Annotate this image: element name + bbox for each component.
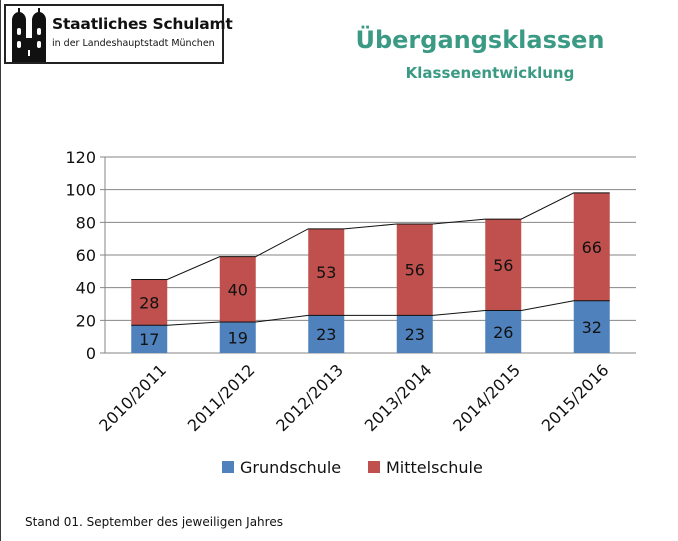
left-frame-border [0,0,1,541]
y-tick-label: 100 [65,181,96,200]
legend-swatch-grundschule [222,461,234,473]
data-label-grundschule: 19 [228,328,248,347]
y-tick-label: 40 [76,279,96,298]
logo-name: Staatliches Schulamt [52,15,233,33]
x-tick-label: 2015/2016 [538,360,613,435]
data-label-mittelschule: 40 [228,280,248,299]
series-line-total [131,192,610,280]
y-tick-label: 80 [76,213,96,232]
x-tick-label: 2012/2013 [272,360,347,435]
data-label-mittelschule: 56 [493,256,513,275]
data-label-grundschule: 17 [139,330,159,349]
legend-label-grundschule: Grundschule [240,458,341,477]
data-label-grundschule: 32 [582,318,602,337]
frauenkirche-icon [12,8,46,62]
x-tick-label: 2013/2014 [361,360,436,435]
data-label-mittelschule: 56 [405,261,425,280]
bar-grundschule [131,325,168,353]
data-label-mittelschule: 28 [139,293,159,312]
y-tick-label: 20 [76,311,96,330]
y-tick-label: 0 [86,344,96,363]
bar-grundschule [485,310,522,353]
footer-note: Stand 01. September des jeweiligen Jahre… [25,515,283,529]
y-tick-label: 60 [76,246,96,265]
bar-grundschule [308,315,345,353]
bar-grundschule [396,315,433,353]
bar-grundschule [573,300,610,353]
x-tick-label: 2014/2015 [449,360,524,435]
x-tick-label: 2011/2012 [184,360,259,435]
legend-swatch-mittelschule [368,461,380,473]
data-label-grundschule: 23 [316,325,336,344]
series-line-grundschule [131,300,610,326]
bar-mittelschule [308,228,345,316]
y-tick-label: 120 [65,148,96,167]
chart-subtitle: Klassenentwicklung [405,64,575,82]
bar-mittelschule [573,192,610,301]
data-label-mittelschule: 53 [316,263,336,282]
logo-subline: in der Landeshauptstadt München [52,38,215,49]
data-label-mittelschule: 66 [582,238,602,257]
bar-mittelschule [219,256,256,322]
legend-label-mittelschule: Mittelschule [386,458,483,477]
bar-mittelschule [485,219,522,311]
data-label-grundschule: 23 [405,325,425,344]
x-tick-label: 2010/2011 [95,360,170,435]
bar-grundschule [219,321,256,353]
bar-mittelschule [396,223,433,316]
chart-title: Übergangsklassen [355,26,605,54]
data-label-grundschule: 26 [493,323,513,342]
schulamt-logo: Staatliches Schulamt in der Landeshaupts… [4,4,233,64]
bar-mittelschule [131,279,168,326]
